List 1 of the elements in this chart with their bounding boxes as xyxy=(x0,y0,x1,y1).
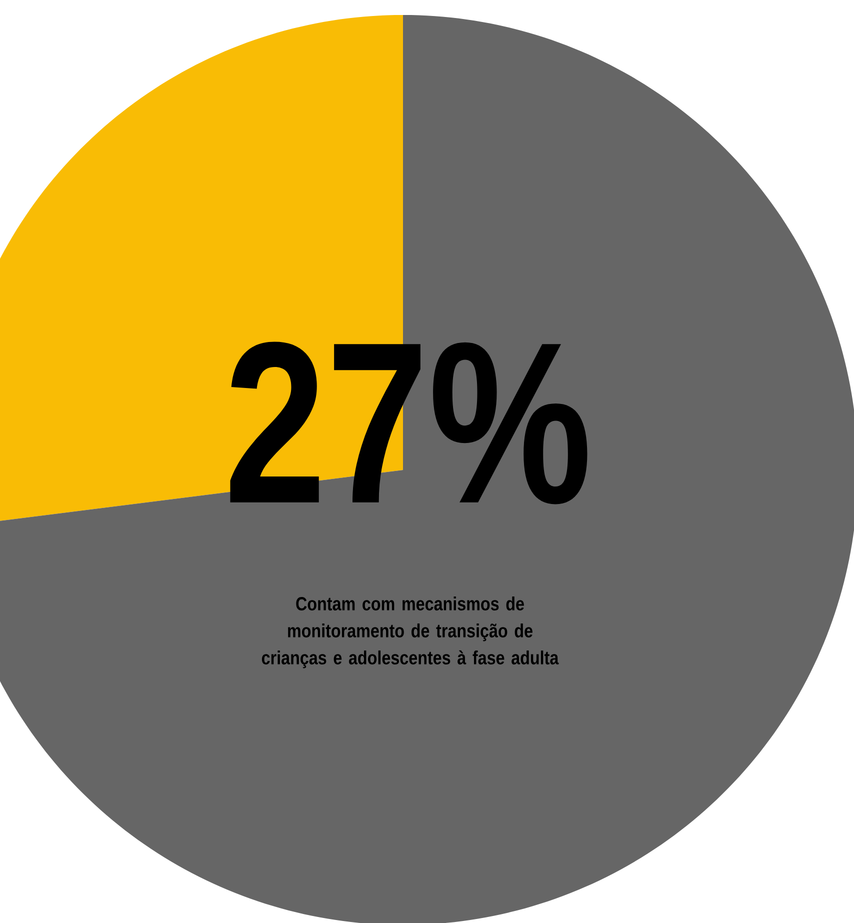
text: Contam com mecanismos de monitoramento de transição de crianças e adolescentes à fase adulta xyxy=(262,596,559,668)
